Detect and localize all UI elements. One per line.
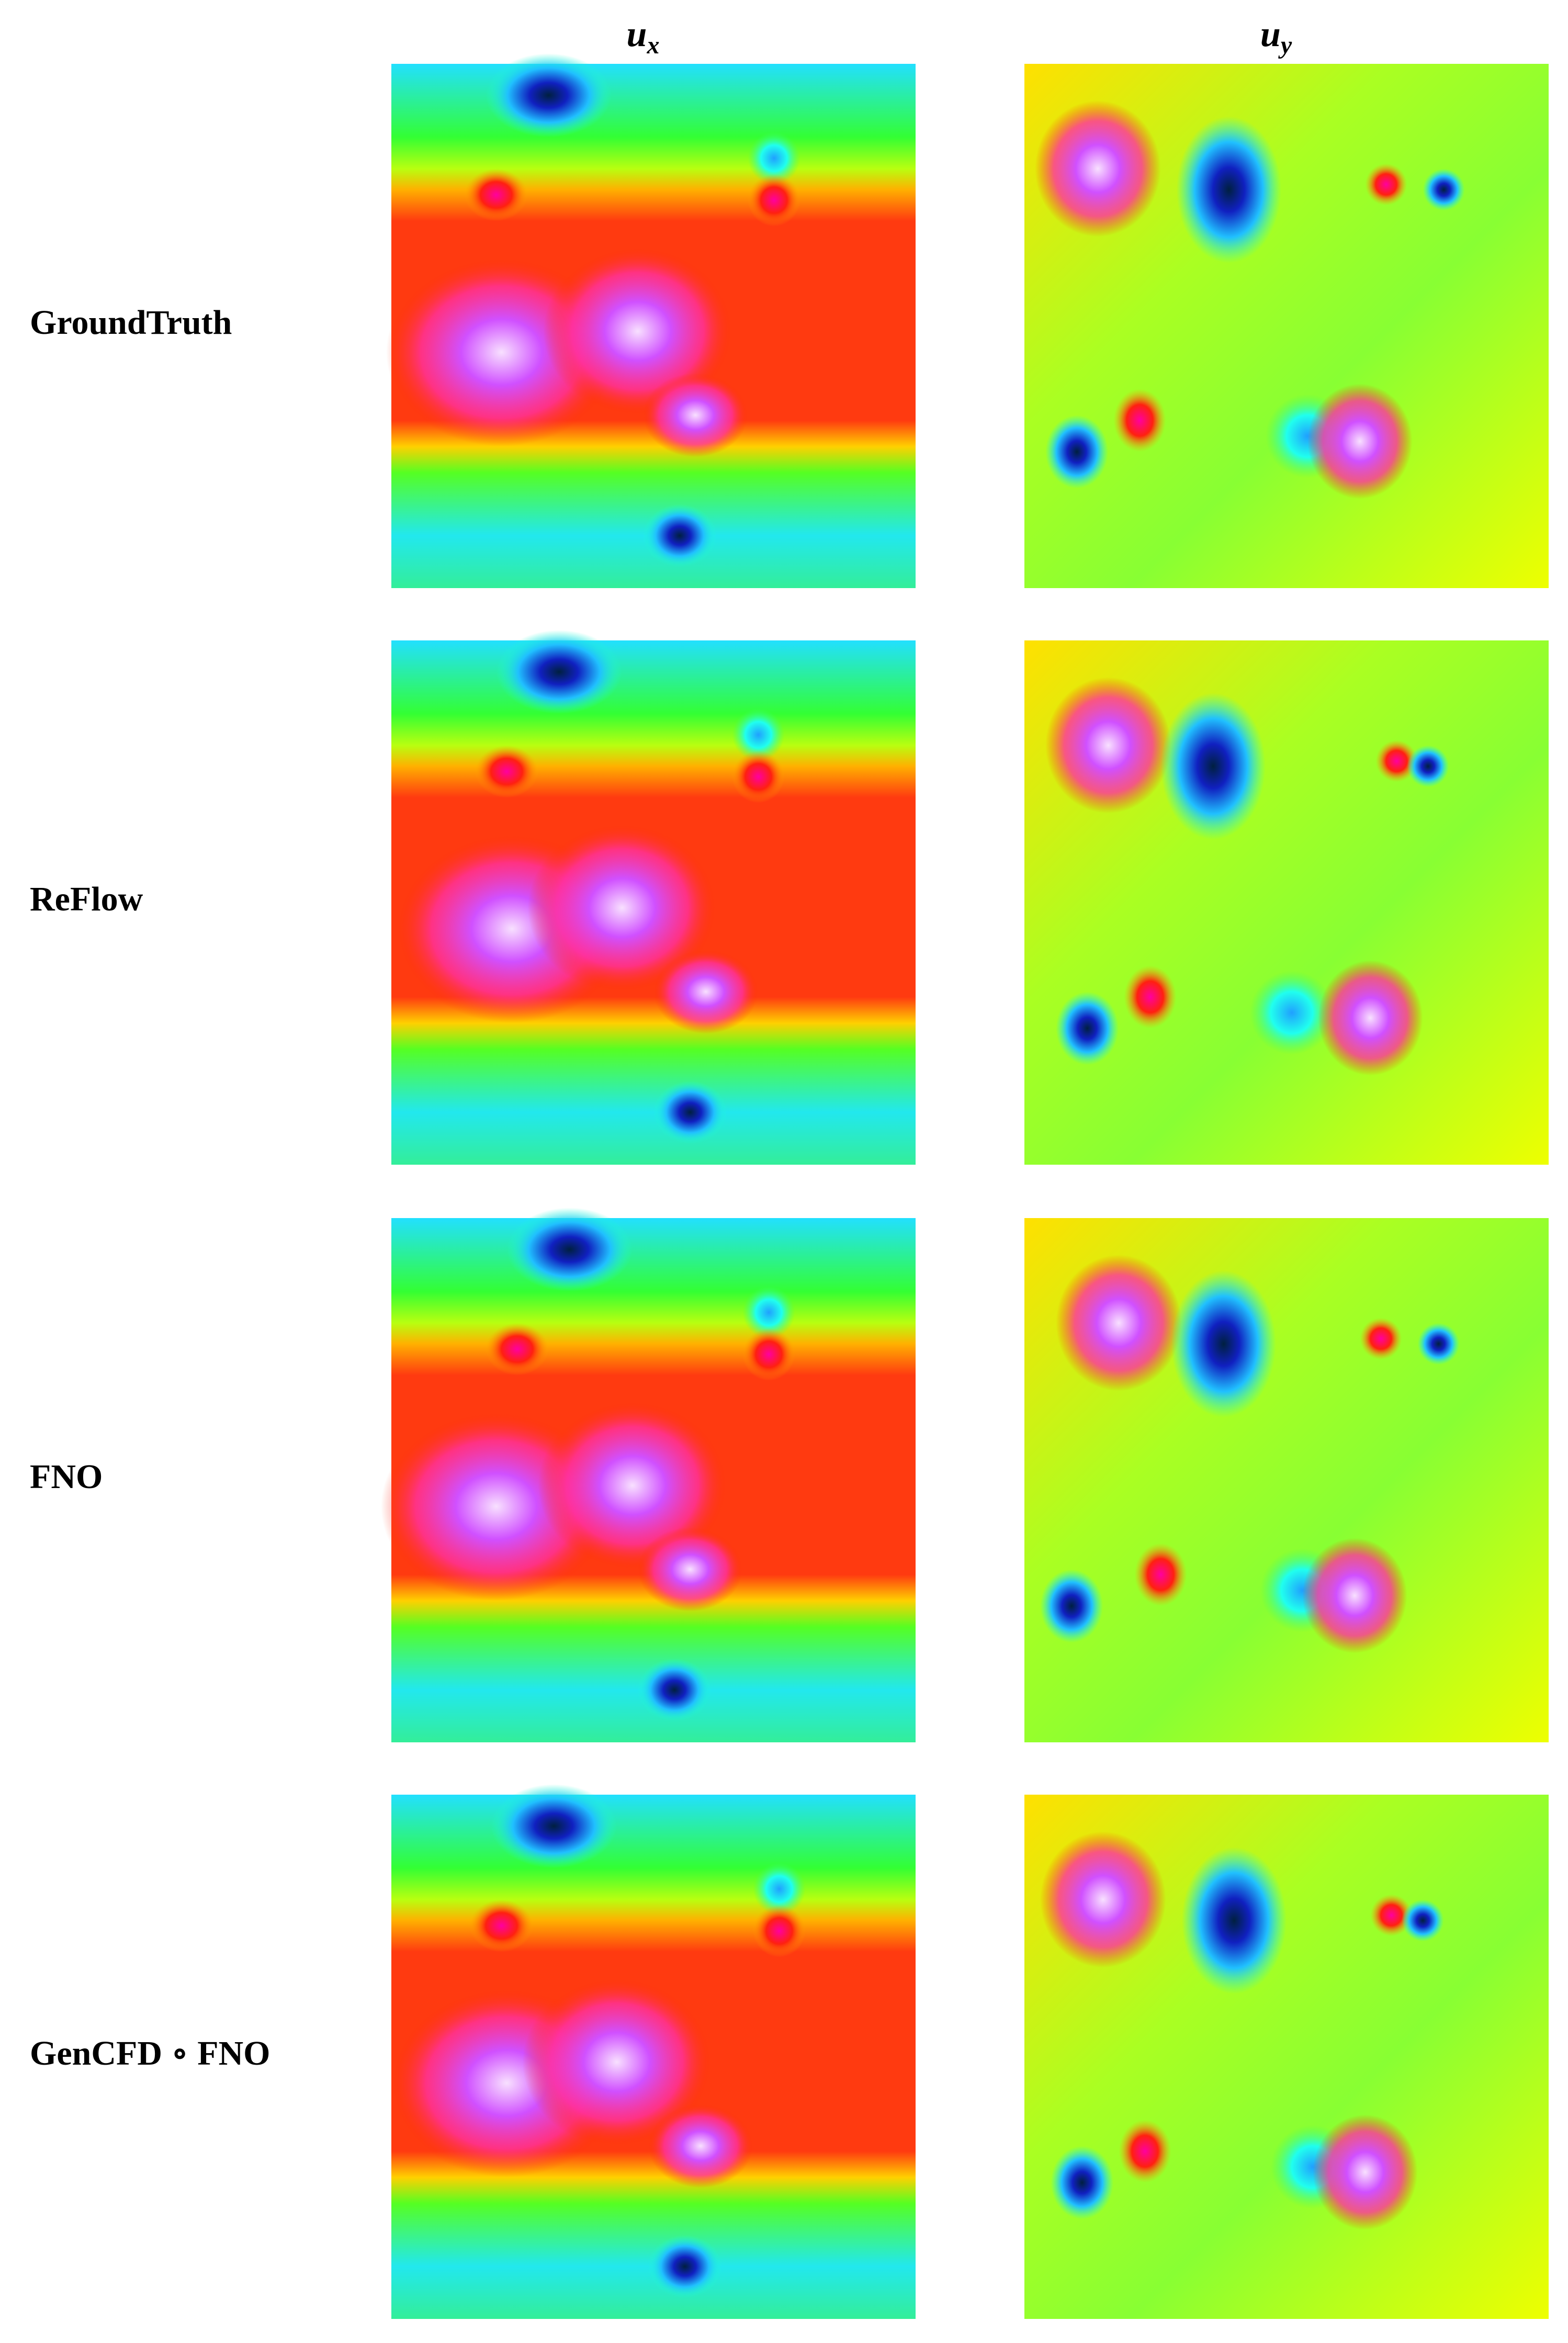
field-feature [1045,677,1171,814]
field-feature [753,1863,806,1916]
row-label: GroundTruth [30,303,232,342]
field-feature [637,1527,743,1612]
field-feature [1119,2120,1171,2183]
field-feature [1040,1831,1166,1968]
field-feature [748,132,800,185]
field-feature [527,824,717,992]
field-feature [1056,992,1119,1065]
field-feature [1402,1899,1444,1942]
field-feature [496,629,622,714]
column-header: uy [1260,14,1292,59]
field-feature [1375,740,1418,782]
field-feature [1407,745,1449,787]
field-feature [1370,1894,1413,1936]
field-feature [1423,168,1465,211]
field-feature [653,950,759,1034]
field-feature [742,1328,795,1381]
field-feature [475,745,538,798]
field-feature [637,1658,712,1721]
field-feature [1302,1538,1407,1653]
field-feature [642,504,717,567]
header-symbol: u [1260,14,1281,54]
field-feature [742,1286,795,1339]
field-feature [543,247,732,415]
field-feature [470,1899,533,1952]
field-feature [538,1401,727,1570]
field-feature [648,2104,753,2188]
field-panel [1024,1218,1549,1742]
field-feature [1160,693,1266,840]
field-feature [748,174,800,227]
field-feature [1417,1323,1460,1365]
field-feature [1171,1270,1276,1417]
field-feature [1176,116,1281,263]
row-label: ReFlow [30,880,143,918]
field-feature [1045,415,1109,489]
field-feature [1318,960,1423,1076]
field-panel [380,1207,916,1742]
field-feature [522,1978,712,2146]
field-feature [1181,1847,1287,1994]
field-feature [732,708,785,761]
field-feature [653,1080,727,1144]
row-label: GenCFD ∘ FNO [30,2034,270,2072]
field-panel [391,629,916,1165]
field-feature [1051,2146,1114,2220]
field-feature [1124,965,1177,1029]
field-feature [1307,384,1413,499]
field-feature [642,373,748,457]
field-feature [1360,1317,1402,1360]
header-subscript: x [646,31,659,59]
field-feature [491,1784,617,1868]
field-panel [391,1784,916,2319]
field-panel [1024,1795,1549,2319]
field-feature [1113,389,1166,452]
field-feature [1035,100,1161,237]
field-feature [486,1323,549,1376]
field-feature [1249,971,1334,1055]
field-feature [732,750,785,803]
field-feature [1365,163,1407,206]
field-panel [1024,640,1549,1165]
field-feature [1313,2114,1418,2230]
header-subscript: y [1278,31,1292,59]
column-header: ux [627,14,660,59]
field-feature [465,168,528,221]
field-feature [1056,1255,1182,1391]
field-feature [486,53,612,138]
field-panel [386,53,916,588]
field-feature [648,2235,722,2298]
field-feature [1134,1543,1187,1606]
field-panel [1024,64,1549,588]
row-label: FNO [30,1458,103,1496]
field-feature [753,1905,806,1957]
field-feature [1040,1569,1103,1643]
field-feature [506,1207,633,1292]
header-symbol: u [627,14,647,54]
